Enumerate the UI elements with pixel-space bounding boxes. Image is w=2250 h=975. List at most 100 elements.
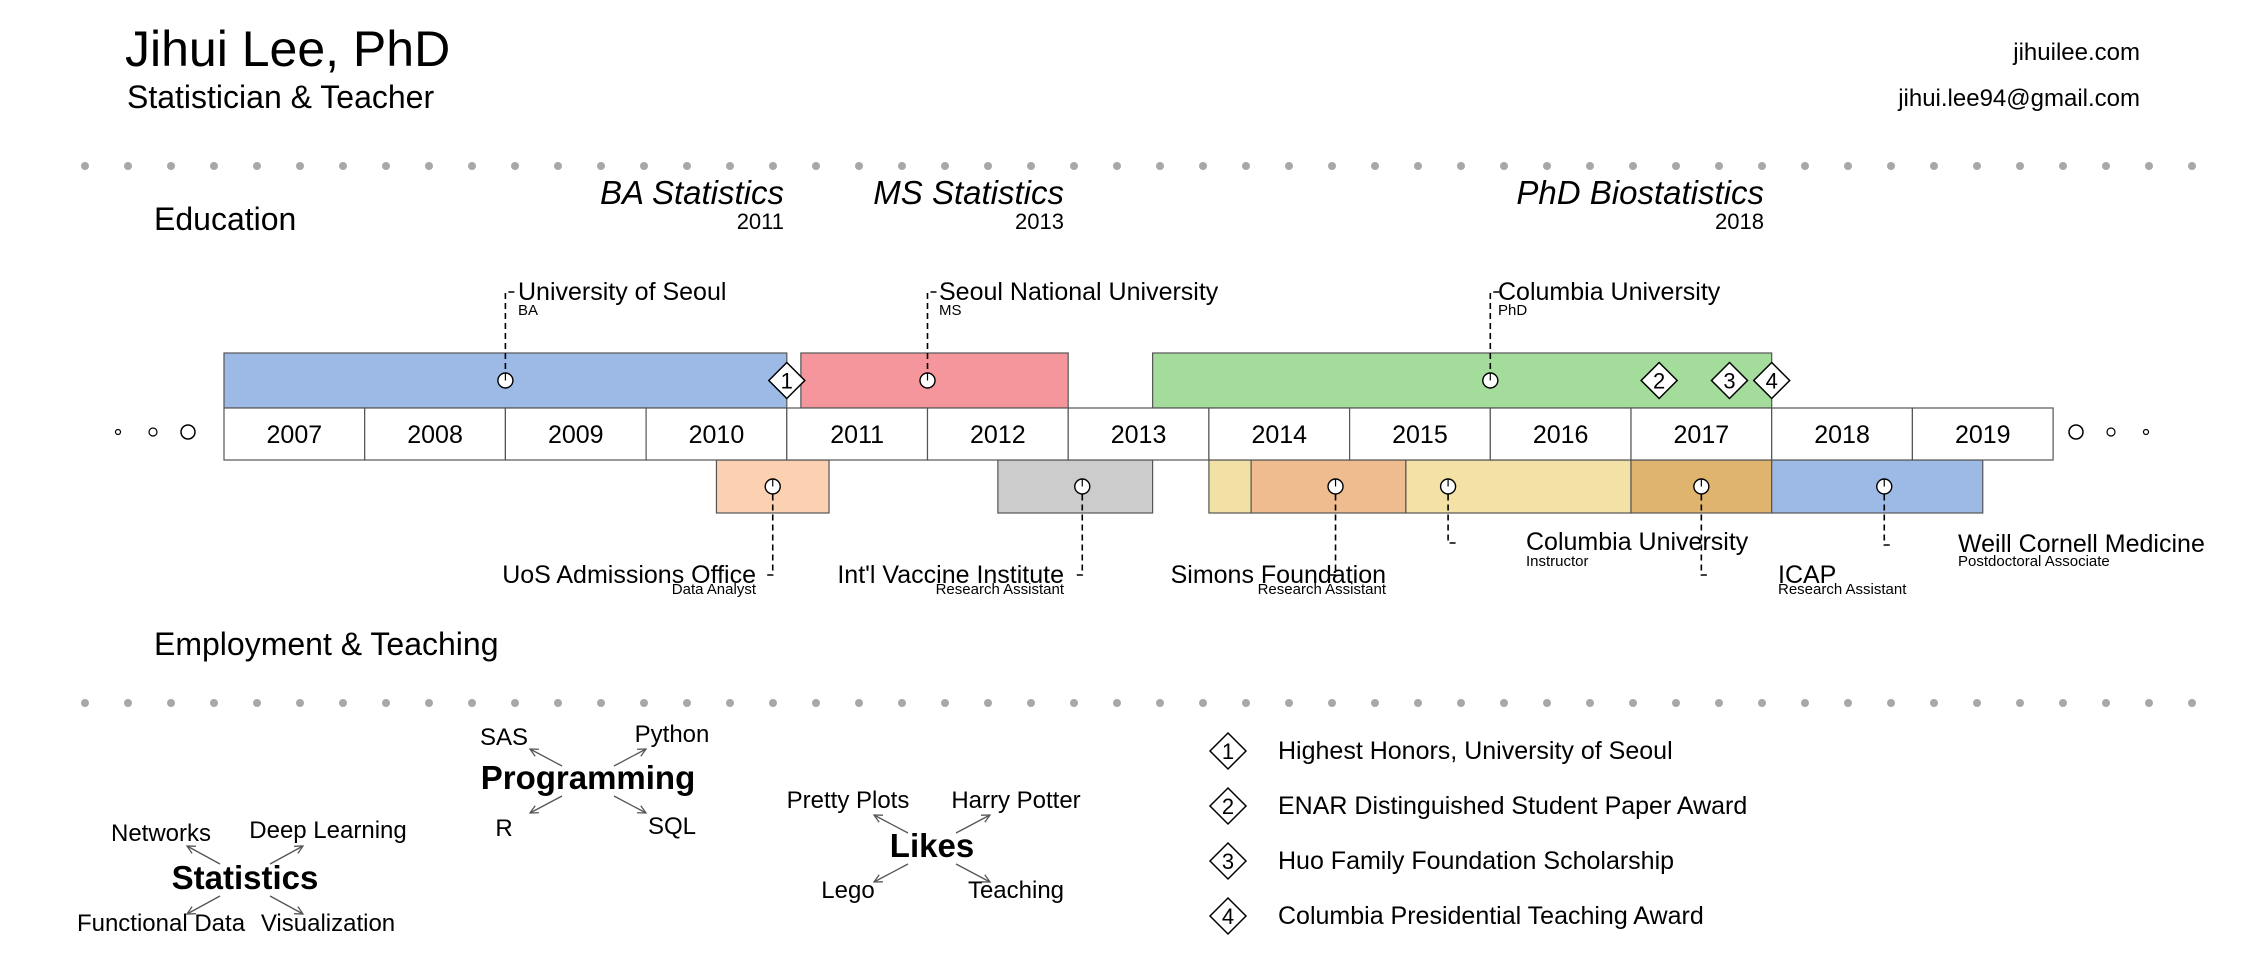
year-cell bbox=[645, 407, 788, 461]
employment-leader-line bbox=[763, 494, 774, 576]
year-label: 2017 bbox=[1674, 421, 1730, 449]
timeline-ellipsis-left bbox=[114, 424, 196, 440]
emp-org: UoS Admissions Office bbox=[502, 561, 756, 589]
education-timeline bbox=[223, 291, 1773, 409]
cluster-item: Python bbox=[635, 721, 710, 748]
degree-title: PhD Biostatistics bbox=[1516, 174, 1764, 211]
edu-label-phd: Columbia University PhD bbox=[1498, 278, 1721, 319]
email-link[interactable]: jihui.lee94@gmail.com bbox=[1897, 85, 2140, 112]
cluster-item: Teaching bbox=[968, 877, 1064, 904]
year-label: 2012 bbox=[970, 421, 1026, 449]
ellipsis-dot bbox=[2142, 428, 2150, 436]
award-item: 3 Huo Family Foundation Scholarship bbox=[1208, 841, 1674, 881]
edu-degree: PhD bbox=[1498, 302, 1527, 319]
divider-dot bbox=[1672, 699, 1680, 707]
divider-dot bbox=[1457, 162, 1465, 170]
emp-role: Postdoctoral Associate bbox=[1958, 553, 2110, 570]
divider-dot bbox=[1973, 699, 1981, 707]
divider-dot bbox=[769, 162, 777, 170]
education-bar-ms bbox=[800, 352, 1069, 409]
award-label: Columbia Presidential Teaching Award bbox=[1278, 902, 1704, 930]
employment-leader-line bbox=[1447, 494, 1458, 544]
award-diamond-icon bbox=[1208, 841, 1248, 881]
divider-dot bbox=[855, 699, 863, 707]
divider-dot bbox=[812, 162, 820, 170]
divider-dot bbox=[769, 699, 777, 707]
award-diamond-icon bbox=[1208, 786, 1248, 826]
divider-dot bbox=[1715, 162, 1723, 170]
divider-dot bbox=[1930, 162, 1938, 170]
divider-dot bbox=[167, 699, 175, 707]
divider-dot bbox=[941, 699, 949, 707]
award-number: 1 bbox=[1222, 739, 1234, 764]
education-bar-phd bbox=[1152, 352, 1773, 409]
divider-dot bbox=[597, 699, 605, 707]
award-label: ENAR Distinguished Student Paper Award bbox=[1278, 792, 1747, 820]
divider-dot bbox=[1156, 699, 1164, 707]
emp-role: Instructor bbox=[1526, 553, 1589, 570]
year-label: 2008 bbox=[407, 421, 463, 449]
person-name: Jihui Lee, PhD bbox=[125, 21, 450, 77]
award-number: 4 bbox=[1222, 904, 1234, 929]
divider-dot bbox=[339, 699, 347, 707]
edu-label-ba: University of Seoul BA bbox=[518, 278, 726, 319]
cluster-arrow bbox=[269, 846, 303, 865]
divider-dot bbox=[1500, 699, 1508, 707]
cluster-arrow bbox=[874, 863, 909, 882]
year-cell bbox=[786, 407, 929, 461]
cluster-item: Pretty Plots bbox=[787, 787, 910, 814]
degree-title: BA Statistics bbox=[600, 174, 784, 211]
divider-dot bbox=[1801, 162, 1809, 170]
divider-dot bbox=[726, 699, 734, 707]
award-diamond-number: 3 bbox=[1723, 369, 1735, 394]
divider-dot bbox=[1027, 699, 1035, 707]
divider-dot bbox=[1543, 699, 1551, 707]
emp-role: Data Analyst bbox=[672, 581, 757, 598]
cluster-item: SQL bbox=[648, 813, 696, 840]
divider-dot bbox=[382, 699, 390, 707]
emp-label-simons: Simons Foundation Research Assistant bbox=[1171, 561, 1387, 598]
divider-dot bbox=[1328, 699, 1336, 707]
divider-dot bbox=[1199, 699, 1207, 707]
award-item: 4 Columbia Presidential Teaching Award bbox=[1208, 896, 1704, 936]
divider-dot bbox=[812, 699, 820, 707]
timeline-award-markers: 1 2 3 4 bbox=[767, 361, 1791, 400]
divider-dot bbox=[425, 699, 433, 707]
cluster-arrow bbox=[530, 749, 563, 767]
emp-org: ICAP bbox=[1778, 561, 1836, 589]
cluster-item: Visualization bbox=[261, 910, 395, 937]
ellipsis-dot bbox=[2068, 424, 2084, 440]
employment-bar-simons_lead bbox=[1208, 459, 1252, 514]
cluster-center: Programming bbox=[481, 759, 696, 796]
cluster-arrow bbox=[269, 895, 303, 914]
divider-dot bbox=[425, 162, 433, 170]
year-axis: 2007 2008 2009 2010 2011 2012 2013 2014 2015 2016… bbox=[223, 407, 2054, 461]
divider-dot bbox=[1242, 162, 1250, 170]
divider-dot bbox=[1844, 162, 1852, 170]
emp-role: Research Assistant bbox=[1778, 581, 1907, 598]
edu-label-ms: Seoul National University MS bbox=[939, 278, 1219, 319]
year-label: 2011 bbox=[830, 421, 884, 449]
degree-year: 2013 bbox=[1015, 209, 1064, 234]
divider-dot bbox=[2016, 162, 2024, 170]
website-link[interactable]: jihuilee.com bbox=[2012, 39, 2140, 66]
ellipsis-dot bbox=[114, 428, 122, 436]
ellipsis-dot bbox=[2106, 427, 2116, 437]
divider-dot bbox=[1930, 699, 1938, 707]
divider-dot bbox=[210, 162, 218, 170]
section-title-education: Education bbox=[154, 201, 296, 237]
employment-leader-line bbox=[1326, 494, 1337, 576]
divider-dot bbox=[640, 699, 648, 707]
degree-title: MS Statistics bbox=[873, 174, 1064, 211]
award-diamond-icon bbox=[1208, 896, 1248, 936]
divider-dot bbox=[1887, 699, 1895, 707]
year-label: 2010 bbox=[689, 421, 745, 449]
divider-dot bbox=[1285, 699, 1293, 707]
divider-dot bbox=[2102, 162, 2110, 170]
divider-dot bbox=[2188, 162, 2196, 170]
divider-dot bbox=[597, 162, 605, 170]
divider-dot bbox=[984, 699, 992, 707]
divider-dot bbox=[1844, 699, 1852, 707]
award-label: Huo Family Foundation Scholarship bbox=[1278, 847, 1674, 875]
emp-role: Research Assistant bbox=[936, 581, 1065, 598]
